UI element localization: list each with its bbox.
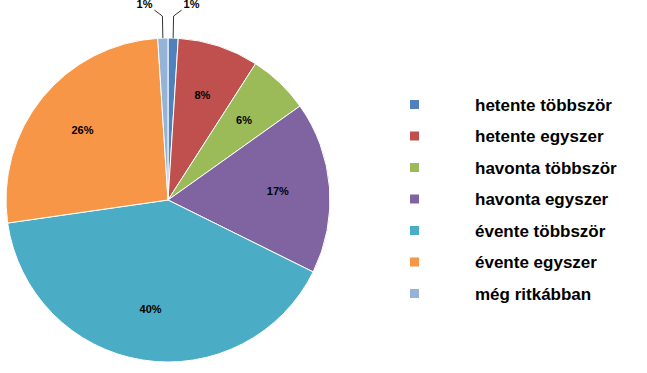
legend-swatch <box>410 163 419 172</box>
data-label: 6% <box>236 114 252 126</box>
legend-label: még ritkábban <box>475 285 591 304</box>
data-label: 1% <box>137 0 153 10</box>
pie-slice <box>8 200 314 362</box>
legend-label: havonta többször <box>475 159 617 178</box>
pie-slice <box>6 38 168 223</box>
chart: 1%8%6%17%40%26%1%hetente többszörhetente… <box>0 0 647 373</box>
legend-swatch <box>410 195 419 204</box>
data-labels: 1% 8% 6% 17% 40% 26% 1% <box>71 0 289 315</box>
legend: hetente többször hetente egyszer havonta t… <box>410 96 617 304</box>
legend-swatch <box>410 258 419 267</box>
legend-label: évente többször <box>475 222 606 241</box>
legend-swatch <box>410 100 419 109</box>
legend-swatch <box>410 226 419 235</box>
data-label: 17% <box>267 185 289 197</box>
legend-label: évente egyszer <box>475 253 597 272</box>
legend-swatch <box>410 289 419 298</box>
legend-label: havonta egyszer <box>475 190 609 209</box>
legend-swatch <box>410 132 419 141</box>
pie-slice <box>158 38 168 200</box>
legend-label: hetente egyszer <box>475 127 604 146</box>
data-label: 40% <box>140 303 162 315</box>
legend-label: hetente többször <box>475 96 612 115</box>
leader-line <box>154 10 162 38</box>
data-label: 1% <box>184 0 200 10</box>
pie <box>6 38 330 362</box>
data-label: 26% <box>71 124 93 136</box>
leader-line <box>173 10 181 38</box>
data-label: 8% <box>194 89 210 101</box>
